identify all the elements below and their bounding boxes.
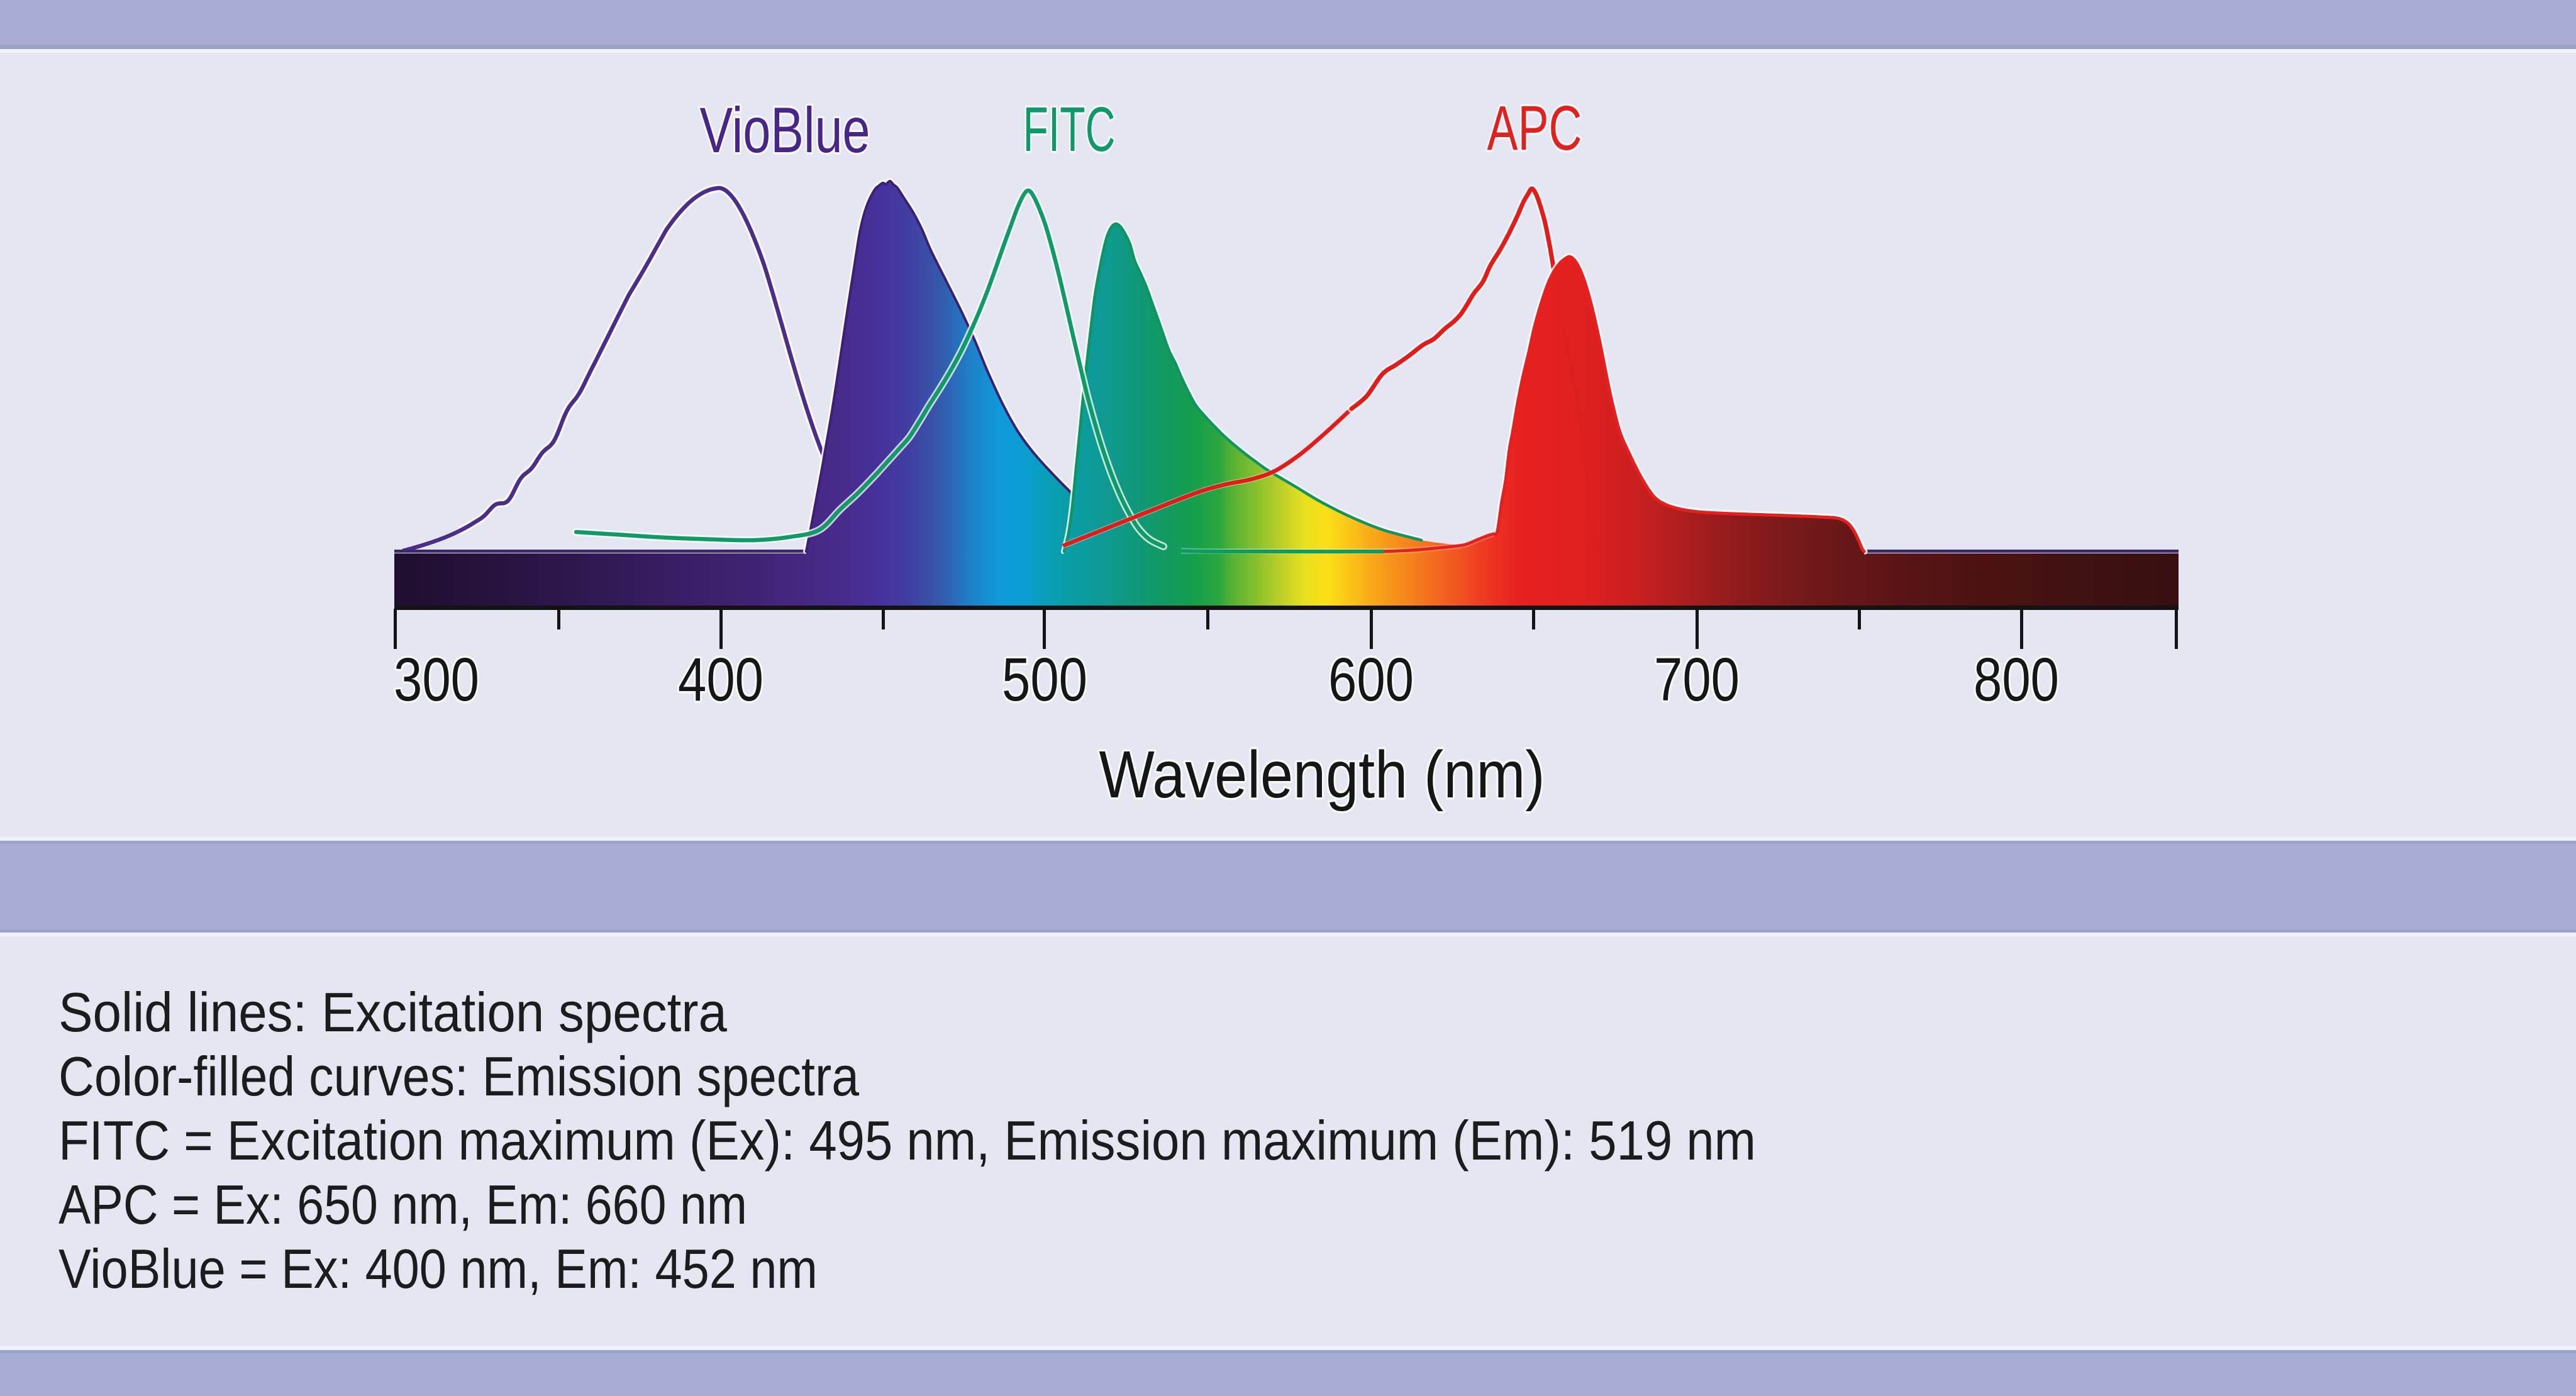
svg-text:Color-filled curves: Emission: Color-filled curves: Emission spectra — [58, 1045, 859, 1107]
svg-text:400: 400 — [678, 645, 763, 714]
svg-text:600: 600 — [1328, 645, 1414, 714]
svg-text:APC = Ex: 650 nm, Em: 660 nm: APC = Ex: 650 nm, Em: 660 nm — [58, 1173, 747, 1236]
svg-text:VioBlue: VioBlue — [700, 94, 870, 166]
svg-text:Solid lines: Excitation spectr: Solid lines: Excitation spectra — [58, 981, 727, 1043]
svg-text:700: 700 — [1654, 645, 1740, 714]
svg-text:VioBlue = Ex: 400 nm, Em: 452: VioBlue = Ex: 400 nm, Em: 452 nm — [58, 1238, 818, 1300]
svg-text:FITC = Excitation maximum (Ex): FITC = Excitation maximum (Ex): 495 nm, … — [58, 1109, 1756, 1172]
svg-text:300: 300 — [394, 645, 479, 714]
svg-text:APC: APC — [1487, 93, 1582, 163]
svg-text:Wavelength (nm): Wavelength (nm) — [1099, 738, 1545, 812]
svg-text:800: 800 — [1974, 645, 2059, 714]
svg-text:500: 500 — [1002, 645, 1087, 714]
svg-text:FITC: FITC — [1023, 94, 1116, 165]
